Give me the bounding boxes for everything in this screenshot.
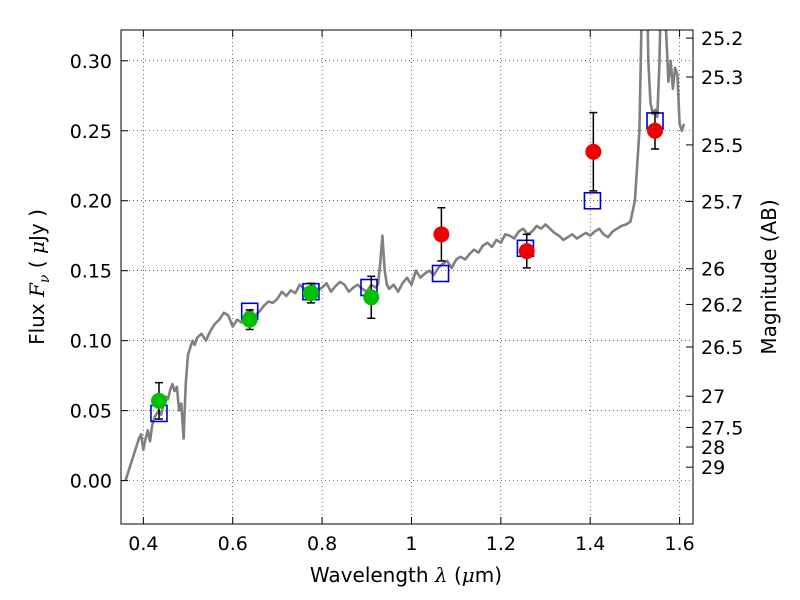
- mag-tick-label: 26.2: [701, 294, 743, 316]
- red-data-point: [647, 122, 664, 139]
- mag-tick-label: 25.3: [701, 67, 743, 89]
- x-tick-label: 0.4: [128, 533, 158, 555]
- model-square: [431, 264, 450, 283]
- x-tick-label: 0.8: [307, 533, 337, 555]
- mag-tick-label: 25.7: [701, 191, 743, 213]
- x-tick-label: 1.2: [486, 533, 516, 555]
- ticks: 0.4 0.6 0.8 1 1.2 1.4 1.6 0.00 0.05 0.10 0.15 0.20 0…: [70, 28, 744, 555]
- mag-tick-label: 26: [701, 259, 725, 281]
- mag-tick-label: 26.5: [701, 337, 743, 359]
- green-data-point: [241, 311, 258, 328]
- y-tick-label: 0.20: [70, 191, 112, 213]
- right-axis-title: Magnitude (AB): [757, 199, 781, 354]
- y-tick-label: 0.05: [70, 401, 112, 423]
- y-tick-label: 0.10: [70, 331, 112, 353]
- x-tick-label: 1: [405, 533, 417, 555]
- x-tick-label: 1.6: [664, 533, 694, 555]
- green-data-point: [302, 285, 319, 302]
- series-layer: [124, 30, 686, 481]
- y-tick-label: 0.00: [70, 471, 112, 493]
- mag-tick-label: 27.5: [701, 417, 743, 439]
- plot-frame: [120, 29, 694, 525]
- spectrum-line: [124, 30, 686, 481]
- mag-tick-label: 25.2: [701, 28, 743, 50]
- green-data-point: [363, 289, 380, 306]
- green-data-point: [150, 392, 167, 409]
- red-data-point: [585, 143, 602, 160]
- y-tick-label: 0.25: [70, 121, 112, 143]
- mag-tick-label: 25.5: [701, 135, 743, 157]
- model-square: [583, 191, 602, 210]
- x-axis-title: Wavelength λ (μm): [310, 563, 502, 587]
- mag-tick-label: 27: [701, 386, 725, 408]
- mag-tick-label: 29: [701, 457, 725, 479]
- red-data-point: [518, 243, 535, 260]
- mag-tick-label: 28: [701, 437, 725, 459]
- y-tick-label: 0.15: [70, 261, 112, 283]
- y-axis-title: Flux Fν ( μJy ): [25, 209, 53, 345]
- grid: [121, 30, 693, 524]
- x-tick-label: 1.4: [575, 533, 605, 555]
- red-data-point: [433, 226, 450, 243]
- x-tick-label: 0.6: [218, 533, 248, 555]
- y-tick-label: 0.30: [70, 51, 112, 73]
